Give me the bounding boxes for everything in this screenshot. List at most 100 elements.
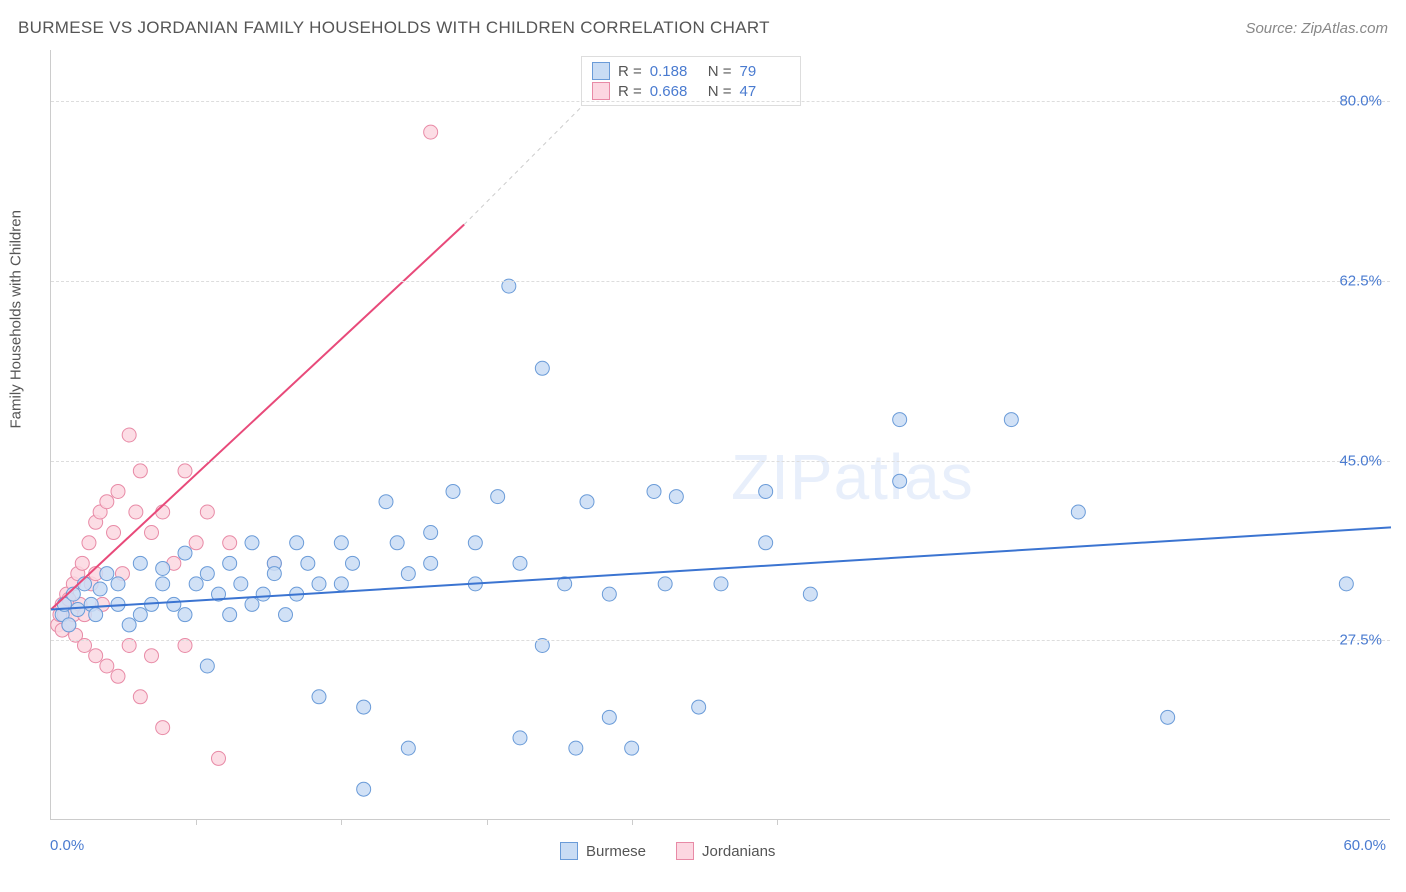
data-point bbox=[129, 505, 143, 519]
data-point bbox=[279, 608, 293, 622]
data-point bbox=[178, 608, 192, 622]
data-point bbox=[424, 125, 438, 139]
n-value: 47 bbox=[740, 83, 790, 100]
chart-title: BURMESE VS JORDANIAN FAMILY HOUSEHOLDS W… bbox=[18, 18, 770, 38]
data-point bbox=[625, 741, 639, 755]
data-point bbox=[692, 700, 706, 714]
legend-swatch bbox=[560, 842, 578, 860]
n-label: N = bbox=[708, 83, 732, 100]
data-point bbox=[602, 710, 616, 724]
scatter-plot-svg bbox=[51, 50, 1390, 819]
data-point bbox=[133, 556, 147, 570]
data-point bbox=[245, 597, 259, 611]
data-point bbox=[71, 603, 85, 617]
legend-item: Jordanians bbox=[676, 842, 775, 860]
data-point bbox=[535, 361, 549, 375]
data-point bbox=[89, 649, 103, 663]
data-point bbox=[267, 567, 281, 581]
data-point bbox=[401, 567, 415, 581]
legend-stat-row: R = 0.668 N = 47 bbox=[592, 81, 790, 101]
data-point bbox=[1161, 710, 1175, 724]
data-point bbox=[156, 561, 170, 575]
y-axis-label: Family Households with Children bbox=[8, 210, 25, 428]
data-point bbox=[312, 690, 326, 704]
data-point bbox=[122, 618, 136, 632]
data-point bbox=[569, 741, 583, 755]
trend-line bbox=[464, 101, 587, 224]
legend-label: Jordanians bbox=[702, 843, 775, 860]
x-axis-max-label: 60.0% bbox=[1343, 837, 1386, 854]
data-point bbox=[513, 556, 527, 570]
data-point bbox=[513, 731, 527, 745]
data-point bbox=[200, 567, 214, 581]
data-point bbox=[312, 577, 326, 591]
r-value: 0.668 bbox=[650, 83, 700, 100]
data-point bbox=[357, 700, 371, 714]
r-value: 0.188 bbox=[650, 63, 700, 80]
legend-swatch bbox=[592, 62, 610, 80]
data-point bbox=[1071, 505, 1085, 519]
data-point bbox=[357, 782, 371, 796]
data-point bbox=[223, 556, 237, 570]
data-point bbox=[212, 751, 226, 765]
data-point bbox=[491, 490, 505, 504]
data-point bbox=[346, 556, 360, 570]
data-point bbox=[602, 587, 616, 601]
data-point bbox=[234, 577, 248, 591]
data-point bbox=[111, 577, 125, 591]
data-point bbox=[334, 536, 348, 550]
data-point bbox=[1004, 413, 1018, 427]
data-point bbox=[75, 556, 89, 570]
data-point bbox=[301, 556, 315, 570]
data-point bbox=[82, 536, 96, 550]
chart-plot-area: ZIPatlas R = 0.188 N = 79 R = 0.668 N = … bbox=[50, 50, 1390, 820]
source-attribution: Source: ZipAtlas.com bbox=[1245, 20, 1388, 37]
data-point bbox=[424, 556, 438, 570]
gridline bbox=[51, 461, 1390, 462]
data-point bbox=[401, 741, 415, 755]
data-point bbox=[714, 577, 728, 591]
data-point bbox=[390, 536, 404, 550]
data-point bbox=[803, 587, 817, 601]
data-point bbox=[223, 536, 237, 550]
y-tick-label: 27.5% bbox=[1339, 632, 1382, 649]
data-point bbox=[200, 659, 214, 673]
data-point bbox=[658, 577, 672, 591]
data-point bbox=[256, 587, 270, 601]
data-point bbox=[424, 526, 438, 540]
y-tick-label: 62.5% bbox=[1339, 273, 1382, 290]
data-point bbox=[759, 484, 773, 498]
n-value: 79 bbox=[740, 63, 790, 80]
trend-line bbox=[51, 225, 464, 610]
data-point bbox=[100, 567, 114, 581]
legend-stat-row: R = 0.188 N = 79 bbox=[592, 61, 790, 81]
data-point bbox=[200, 505, 214, 519]
data-point bbox=[167, 597, 181, 611]
x-tick bbox=[196, 819, 197, 825]
legend-swatch bbox=[592, 82, 610, 100]
x-tick bbox=[341, 819, 342, 825]
data-point bbox=[111, 669, 125, 683]
data-point bbox=[669, 490, 683, 504]
data-point bbox=[647, 484, 661, 498]
data-point bbox=[245, 536, 259, 550]
data-point bbox=[446, 484, 460, 498]
data-point bbox=[93, 582, 107, 596]
r-label: R = bbox=[618, 83, 642, 100]
data-point bbox=[189, 577, 203, 591]
data-point bbox=[62, 618, 76, 632]
data-point bbox=[468, 536, 482, 550]
data-point bbox=[156, 505, 170, 519]
legend-label: Burmese bbox=[586, 843, 646, 860]
data-point bbox=[107, 526, 121, 540]
data-point bbox=[893, 474, 907, 488]
data-point bbox=[145, 649, 159, 663]
header: BURMESE VS JORDANIAN FAMILY HOUSEHOLDS W… bbox=[18, 18, 1388, 38]
data-point bbox=[223, 608, 237, 622]
data-point bbox=[133, 608, 147, 622]
data-point bbox=[156, 721, 170, 735]
r-label: R = bbox=[618, 63, 642, 80]
data-point bbox=[379, 495, 393, 509]
gridline bbox=[51, 640, 1390, 641]
legend-stats-box: R = 0.188 N = 79 R = 0.668 N = 47 bbox=[581, 56, 801, 106]
